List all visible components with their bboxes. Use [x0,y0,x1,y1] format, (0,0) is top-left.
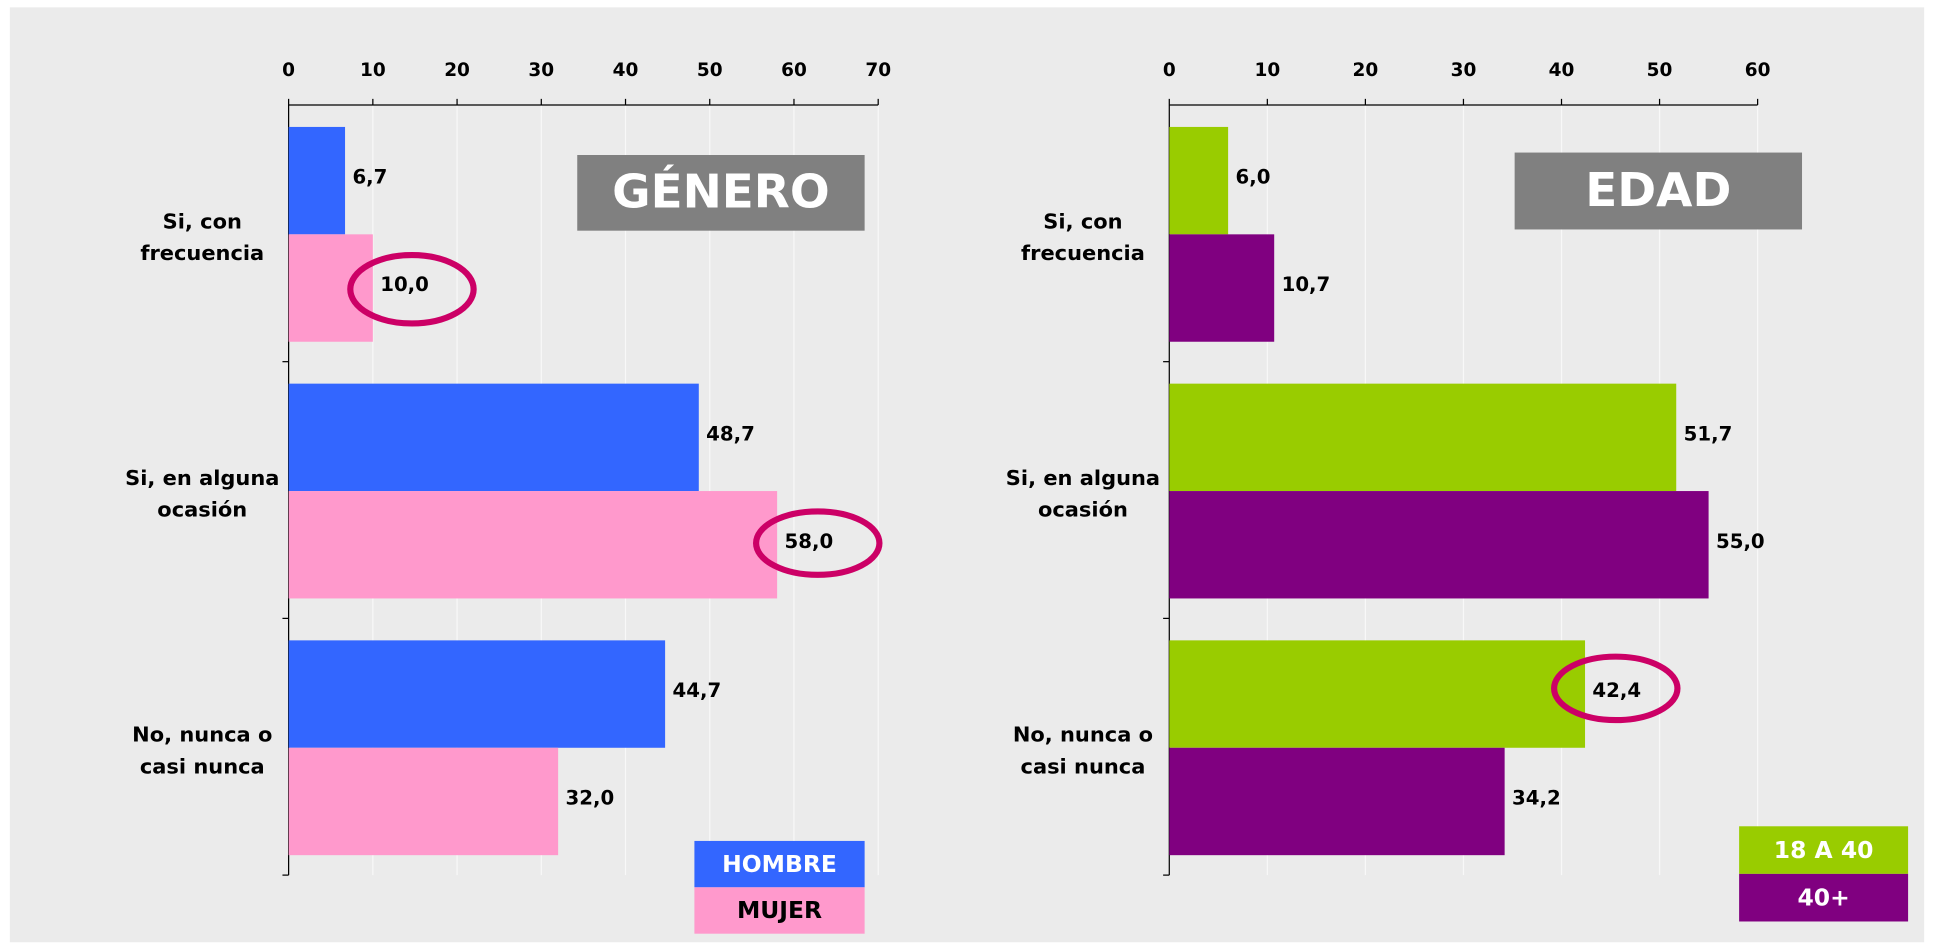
bar [1169,126,1229,235]
x-tick-label: 0 [282,60,295,81]
bar [288,640,666,748]
value-label: 58,0 [785,530,834,553]
x-tick-label: 60 [781,60,807,81]
x-tick-label: 10 [360,60,386,81]
value-label: 32,0 [566,787,615,810]
y-tick-label: Si, con frecuencia [140,209,264,265]
value-label: 6,0 [1236,166,1271,189]
x-tick-label: 40 [1549,60,1575,81]
x-tick-label: 20 [1353,60,1379,81]
y-tick-label: No, nunca o casi nunca [132,723,272,779]
y-tick-label: Si, en alguna ocasión [1006,466,1160,522]
bar [288,383,699,492]
value-label: 55,0 [1716,530,1765,553]
x-tick-label: 50 [1647,60,1673,81]
x-tick-label: 50 [697,60,723,81]
highlight-circle [753,508,883,578]
bar [288,747,559,856]
title-box [1514,152,1803,230]
legend-label: HOMBRE [722,851,837,878]
value-label: 51,7 [1684,422,1733,445]
y-tick-label: Si, en alguna ocasión [125,466,279,522]
x-tick-label: 60 [1745,60,1771,81]
bar [1169,491,1709,599]
legend-label: 18 A 40 [1774,837,1874,864]
bar [1169,640,1586,748]
x-tick-label: 0 [1163,60,1176,81]
x-tick-label: 20 [444,60,470,81]
highlight-circle [347,252,477,327]
y-tick-label: No, nunca o casi nunca [1013,723,1153,779]
value-label: 10,0 [380,273,429,296]
x-tick-label: 30 [1451,60,1477,81]
x-tick-label: 40 [613,60,639,81]
bar [1169,747,1505,856]
value-label: 10,7 [1282,273,1331,296]
value-label: 44,7 [673,679,722,702]
bar [288,234,373,342]
legend-label: 40+ [1797,884,1849,911]
y-tick-label: Si, con frecuencia [1021,209,1145,265]
x-tick-label: 10 [1254,60,1280,81]
x-tick-label: 70 [865,60,891,81]
value-label: 48,7 [706,422,755,445]
legend-swatch [1739,826,1909,874]
title-box [577,155,865,231]
bar [288,126,346,235]
value-label: 34,2 [1512,787,1561,810]
chart-title: EDAD [1585,163,1731,217]
bar [1169,234,1275,342]
legend-label: MUJER [737,897,822,924]
value-label: 42,4 [1592,679,1641,702]
chart-title: GÉNERO [612,165,830,219]
legend-swatch [694,840,865,888]
legend-swatch [1739,873,1909,922]
x-tick-label: 30 [528,60,554,81]
bar [288,491,778,599]
legend-swatch [694,887,865,934]
bar [1169,383,1677,492]
value-label: 6,7 [352,166,387,189]
highlight-circle [1551,653,1681,724]
